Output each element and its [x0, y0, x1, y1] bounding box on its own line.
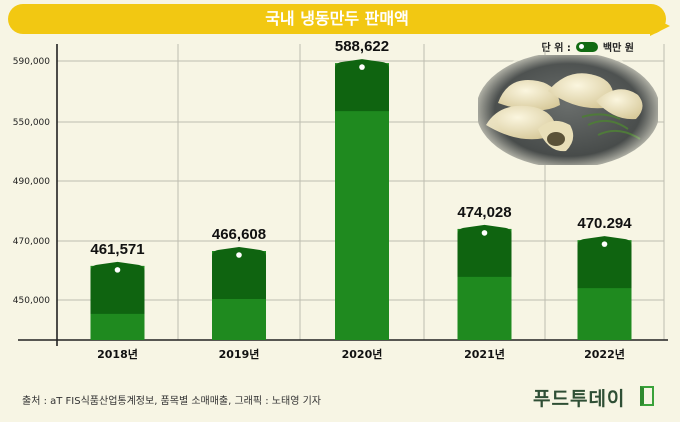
bar-value-label: 466,608: [212, 226, 266, 243]
y-tick-label: 470,000: [13, 237, 50, 247]
x-tick-label: 2022년: [584, 347, 625, 361]
bar-cap: [335, 59, 389, 112]
bar-cap: [577, 236, 632, 289]
x-tick-label: 2018년: [97, 347, 138, 361]
title-banner: 국내 냉동만두 판매액: [8, 4, 666, 34]
bar-pin-dot: [114, 267, 121, 273]
bar-value-label: 474,028: [457, 204, 511, 221]
bar-value-label: 588,622: [335, 38, 389, 55]
legend-unit-prefix: 단 위 :: [541, 43, 571, 54]
brand-mark-icon: [640, 386, 654, 406]
y-tick-label: 490,000: [13, 177, 50, 187]
source-footer: 출처 : aT FIS식품산업통계정보, 품목별 소매매출, 그래픽 : 노태영…: [22, 396, 321, 407]
x-tick-label: 2019년: [219, 347, 260, 361]
bar-cap: [212, 247, 266, 300]
legend: 단 위 : 백만 원: [542, 39, 634, 54]
x-tick-label: 2020년: [342, 347, 383, 361]
bar-cap: [90, 261, 145, 314]
title-banner-tail: [650, 16, 670, 36]
bar-pin-dot: [601, 241, 608, 247]
legend-unit-label: 백만 원: [602, 43, 634, 54]
bar-cap: [457, 224, 512, 277]
chart-title: 국내 냉동만두 판매액: [265, 9, 409, 28]
bar-pin-dot: [359, 64, 365, 70]
bar-value-label: 470.294: [577, 215, 632, 232]
bar-pin-dot: [236, 252, 242, 258]
y-tick-label: 450,000: [13, 296, 50, 306]
brand-logo: 푸드투데이: [533, 388, 626, 410]
x-tick-label: 2021년: [464, 347, 505, 361]
bar-chart: 590,000 550,000 490,000 470,000 450,000 461,5…: [13, 38, 668, 361]
legend-swatch-icon: [575, 41, 598, 52]
bar-pin-dot: [481, 230, 488, 236]
dumpling-photo: [478, 55, 658, 165]
bar-value-label: 461,571: [90, 241, 144, 258]
y-tick-label: 590,000: [13, 57, 50, 67]
y-tick-label: 550,000: [13, 118, 50, 128]
